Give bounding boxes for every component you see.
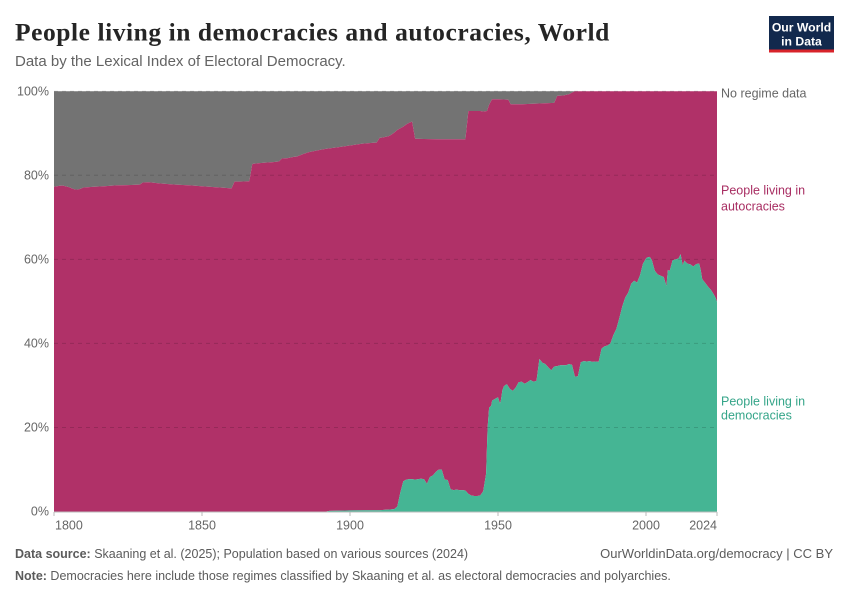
svg-text:2000: 2000 xyxy=(632,519,660,533)
svg-text:democracies: democracies xyxy=(721,409,792,423)
svg-text:1900: 1900 xyxy=(336,519,364,533)
svg-text:1950: 1950 xyxy=(484,519,512,533)
svg-text:100%: 100% xyxy=(17,85,49,99)
svg-text:Note: Democracies here include: Note: Democracies here include those reg… xyxy=(15,569,671,583)
svg-text:in Data: in Data xyxy=(781,35,822,49)
svg-text:0%: 0% xyxy=(31,505,49,519)
svg-text:OurWorldinData.org/democracy |: OurWorldinData.org/democracy | CC BY xyxy=(600,546,833,561)
svg-text:80%: 80% xyxy=(24,169,49,183)
svg-text:60%: 60% xyxy=(24,253,49,267)
svg-text:40%: 40% xyxy=(24,337,49,351)
svg-text:autocracies: autocracies xyxy=(721,200,785,214)
svg-text:1800: 1800 xyxy=(55,519,83,533)
svg-text:People living in: People living in xyxy=(721,395,805,409)
svg-text:2024: 2024 xyxy=(689,519,717,533)
svg-text:1850: 1850 xyxy=(188,519,216,533)
svg-text:Data source: Skaaning et al. (: Data source: Skaaning et al. (2025); Pop… xyxy=(15,547,468,561)
svg-text:Data by the Lexical Index of E: Data by the Lexical Index of Electoral D… xyxy=(15,53,346,70)
svg-text:Our World: Our World xyxy=(772,21,831,35)
svg-text:People living in democracies a: People living in democracies and autocra… xyxy=(15,18,610,47)
svg-text:No regime data: No regime data xyxy=(721,87,807,101)
svg-text:20%: 20% xyxy=(24,421,49,435)
svg-text:People living in: People living in xyxy=(721,183,805,197)
